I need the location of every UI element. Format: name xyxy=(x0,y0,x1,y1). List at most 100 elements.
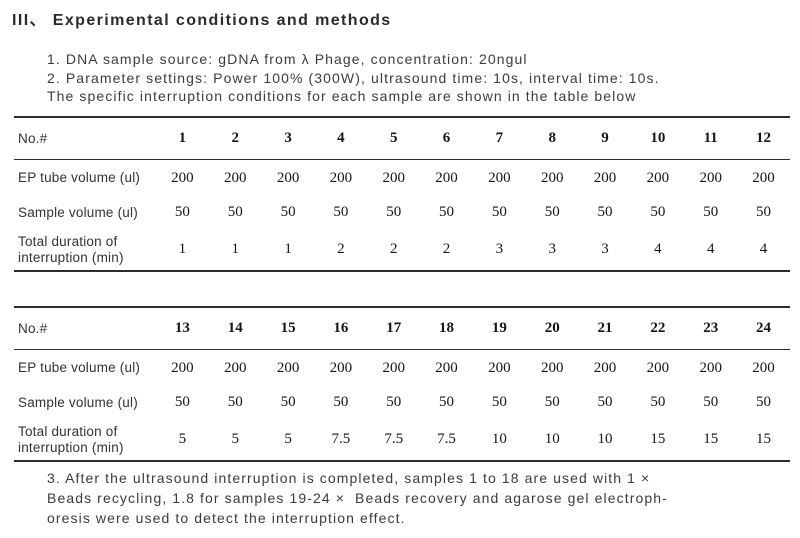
table-cell: 3 xyxy=(548,241,556,257)
table-cell: 200 xyxy=(646,359,670,376)
table-header-row: No.# 1 2 3 4 5 6 7 8 9 10 11 12 xyxy=(14,117,790,160)
table-cell: 2 xyxy=(442,241,451,257)
note-paragraph: 3. After the ultrasound interruption is … xyxy=(47,468,668,528)
table-cell: 13 xyxy=(174,320,190,336)
table-cell: 200 xyxy=(329,169,353,186)
table-cell: 200 xyxy=(276,169,300,186)
table-cell: 4 xyxy=(337,130,345,146)
table-cell: 200 xyxy=(382,169,405,186)
table-cell: 12 xyxy=(756,130,772,146)
table-cell: 9 xyxy=(601,130,609,146)
table-cell: 200 xyxy=(540,359,564,376)
table-row-total-duration: Total duration of interruption (min) 5 5 5… xyxy=(14,419,790,461)
table-cell: 200 xyxy=(540,169,564,186)
table-cell: 50 xyxy=(439,204,455,220)
table-cell: 200 xyxy=(752,169,775,186)
table-cell: 24 xyxy=(756,320,772,336)
table-cell: 200 xyxy=(699,359,722,376)
table-cell: 50 xyxy=(333,394,349,410)
table-cell: 20 xyxy=(544,320,560,336)
table-cell: 200 xyxy=(435,169,458,186)
table-cell: 4 xyxy=(654,241,662,257)
table-cell: 50 xyxy=(333,204,349,220)
table-cell: 8 xyxy=(548,130,556,146)
table-cell: 50 xyxy=(491,204,507,220)
table-cell: 50 xyxy=(597,394,613,410)
table-cell: 50 xyxy=(491,394,507,410)
table-cell: 50 xyxy=(386,394,402,410)
intro-line-parameter-settings: 2. Parameter settings: Power 100% (300W)… xyxy=(47,69,660,86)
note-line-2: Beads recycling, 1.8 for samples 19-24 ×… xyxy=(47,490,668,506)
table-cell: 10 xyxy=(544,431,560,447)
row-label-ep-tube-volume: EP tube volume (ul) xyxy=(18,170,141,185)
intro-line-dna-source: 1. DNA sample source: gDNA from λ Phage,… xyxy=(47,51,528,67)
note-line-3: oresis were used to detect the interrupt… xyxy=(47,510,406,526)
table-cell: 50 xyxy=(174,204,190,220)
row-label-no: No.# xyxy=(18,130,48,146)
row-label-sample-volume: Sample volume (ul) xyxy=(18,394,138,410)
table-row-sample-volume: Sample volume (ul) 50 50 50 50 50 50 50 50 50 50 5… xyxy=(14,386,790,419)
note-line-1: 3. After the ultrasound interruption is … xyxy=(47,470,651,486)
table-cell: 6 xyxy=(442,130,451,146)
table-cell: 23 xyxy=(703,320,719,336)
table-cell: 200 xyxy=(435,359,458,376)
table-cell: 10 xyxy=(650,130,666,146)
table-cell: 50 xyxy=(756,204,772,220)
table-cell: 1 xyxy=(178,241,187,257)
table-cell: 15 xyxy=(280,320,296,336)
table-cell: 19 xyxy=(491,320,507,336)
table-cell: 22 xyxy=(650,320,666,336)
table-cell: 200 xyxy=(223,359,247,376)
table-row-sample-volume: Sample volume (ul) 50 50 50 50 50 50 50 50 50 50 5… xyxy=(14,196,790,229)
table-header-row: No.# 13 14 15 16 17 18 19 20 21 22 23 24 xyxy=(14,307,790,350)
table-cell: 7.5 xyxy=(331,431,351,447)
table-cell: 3 xyxy=(495,241,504,257)
section-title: III、 Experimental conditions and methods xyxy=(12,12,392,29)
table-cell: 21 xyxy=(597,320,613,336)
table-cell: 200 xyxy=(488,169,511,186)
table-cell: 50 xyxy=(703,204,719,220)
table-cell: 7.5 xyxy=(384,431,404,447)
table-cell: 7.5 xyxy=(437,431,456,447)
table-cell: 4 xyxy=(759,241,768,257)
table-cell: 50 xyxy=(280,394,296,410)
table-cell: 200 xyxy=(171,169,194,186)
table-cell: 5 xyxy=(178,431,187,447)
table-cell: 50 xyxy=(174,394,190,410)
table-cell: 50 xyxy=(544,204,560,220)
table-row-ep-tube-volume: EP tube volume (ul) 200 200 200 200 200 200 20… xyxy=(14,350,790,387)
table-row-total-duration: Total duration of interruption (min) 1 1 1… xyxy=(14,229,790,271)
table-cell: 50 xyxy=(227,394,243,410)
row-label-no: No.# xyxy=(18,320,48,336)
table-row-ep-tube-volume: EP tube volume (ul) 200 200 200 200 200 200 20… xyxy=(14,160,790,197)
table-cell: 200 xyxy=(752,359,775,376)
table-cell: 200 xyxy=(699,169,722,186)
conditions-table-samples-1-12: No.# 1 2 3 4 5 6 7 8 9 10 11 12 EP tube volume (ul)… xyxy=(14,116,790,272)
table-cell: 200 xyxy=(593,169,617,186)
table-cell: 17 xyxy=(386,320,402,336)
table-cell: 50 xyxy=(227,204,243,220)
table-cell: 200 xyxy=(646,169,670,186)
table-cell: 15 xyxy=(650,431,666,447)
conditions-table-samples-13-24: No.# 13 14 15 16 17 18 19 20 21 22 23 24 EP tube vo… xyxy=(14,306,790,462)
table-cell: 14 xyxy=(227,320,243,336)
table-cell: 10 xyxy=(597,431,613,447)
table-cell: 4 xyxy=(706,241,715,257)
table-cell: 1 xyxy=(178,130,187,146)
table-cell: 5 xyxy=(284,431,292,447)
table-cell: 5 xyxy=(231,431,239,447)
table-cell: 18 xyxy=(439,320,455,336)
row-label-total-duration: Total duration of interruption (min) xyxy=(18,423,124,455)
table-cell: 200 xyxy=(276,359,300,376)
table-cell: 50 xyxy=(703,394,719,410)
table-cell: 16 xyxy=(333,320,349,336)
table-cell: 2 xyxy=(389,241,398,257)
intro-line-table-reference: The specific interruption conditions for… xyxy=(47,88,637,104)
row-label-ep-tube-volume: EP tube volume (ul) xyxy=(18,360,141,375)
table-cell: 10 xyxy=(491,431,507,447)
table-cell: 11 xyxy=(703,130,718,146)
table-cell: 200 xyxy=(171,359,194,376)
table-cell: 2 xyxy=(231,130,239,146)
table-cell: 3 xyxy=(284,130,292,146)
